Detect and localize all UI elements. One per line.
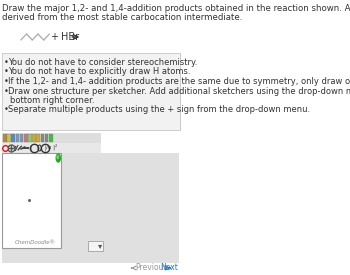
Bar xyxy=(16,134,19,142)
Text: Next: Next xyxy=(160,263,178,273)
Bar xyxy=(2,53,180,130)
Text: •: • xyxy=(4,58,9,67)
Bar xyxy=(2,133,101,143)
Bar xyxy=(36,134,40,142)
Text: ▾: ▾ xyxy=(14,144,16,149)
Bar xyxy=(24,134,28,142)
Bar xyxy=(45,134,48,142)
Bar xyxy=(7,134,11,142)
Bar xyxy=(49,134,52,142)
Text: ChemDoodle®: ChemDoodle® xyxy=(15,240,56,245)
Circle shape xyxy=(57,155,58,159)
Text: ▾: ▾ xyxy=(7,144,9,149)
Bar xyxy=(41,134,44,142)
Text: Previous: Previous xyxy=(135,263,167,273)
Text: You do not have to explicitly draw H atoms.: You do not have to explicitly draw H ato… xyxy=(8,67,190,76)
Text: Draw the major 1,2- and 1,4-addition products obtained in the reaction shown. As: Draw the major 1,2- and 1,4-addition pro… xyxy=(2,4,350,13)
Bar xyxy=(32,134,36,142)
Bar xyxy=(2,153,179,263)
Bar xyxy=(2,143,101,153)
Bar xyxy=(2,153,61,248)
Text: ▾: ▾ xyxy=(98,241,103,251)
Text: Draw one structure per sketcher. Add additional sketchers using the drop-down me: Draw one structure per sketcher. Add add… xyxy=(8,87,350,95)
Text: /n |²: /n |² xyxy=(46,144,57,150)
Bar xyxy=(20,134,23,142)
Bar xyxy=(12,134,15,142)
Text: derived from the most stable carbocation intermediate.: derived from the most stable carbocation… xyxy=(2,13,243,22)
Text: If the 1,2- and 1,4- addition products are the same due to symmetry, only draw o: If the 1,2- and 1,4- addition products a… xyxy=(8,77,350,86)
Bar xyxy=(89,241,103,251)
Bar xyxy=(28,134,32,142)
Circle shape xyxy=(56,154,60,162)
Bar xyxy=(3,134,7,142)
Text: +: + xyxy=(50,32,58,42)
Text: •: • xyxy=(4,77,9,86)
Text: •: • xyxy=(4,87,9,95)
Text: bottom right corner.: bottom right corner. xyxy=(10,96,94,105)
Text: You do not have to consider stereochemistry.: You do not have to consider stereochemis… xyxy=(8,58,197,67)
Text: HBr: HBr xyxy=(61,32,79,42)
Text: Separate multiple products using the + sign from the drop-down menu.: Separate multiple products using the + s… xyxy=(8,106,310,114)
Text: •: • xyxy=(4,106,9,114)
Text: •: • xyxy=(4,67,9,76)
